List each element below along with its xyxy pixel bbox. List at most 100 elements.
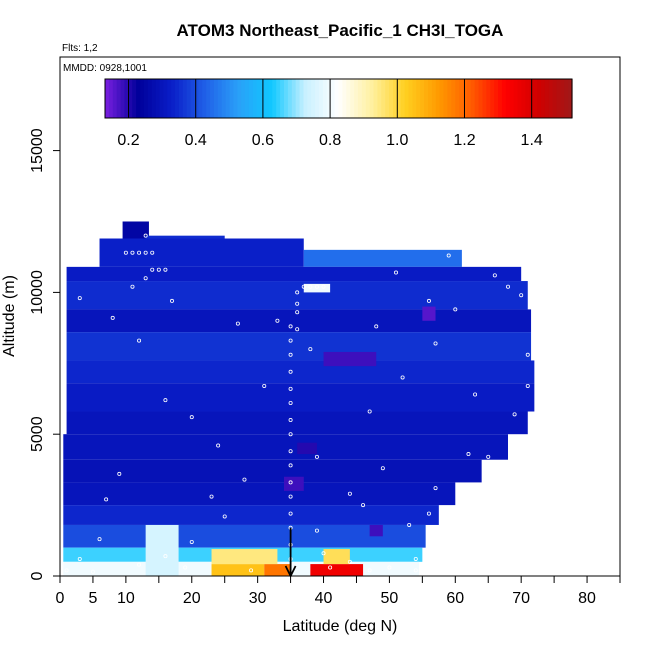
- colorbar-segment: [354, 79, 359, 118]
- colorbar-segment: [124, 79, 129, 118]
- colorbar-segment: [303, 79, 308, 118]
- sample-point: [163, 398, 168, 403]
- sample-point: [163, 267, 168, 272]
- y-axis: 0 5000 10000 15000: [29, 128, 60, 580]
- colorbar-segment: [229, 79, 235, 118]
- plot-frame: [59, 56, 621, 577]
- colorbar-segment: [552, 79, 558, 118]
- colorbar-segment: [315, 79, 320, 118]
- x-tick-label: 20: [183, 590, 201, 607]
- heatmap-band: [63, 459, 482, 483]
- sample-point: [288, 324, 293, 329]
- sample-point: [275, 318, 280, 323]
- y-axis-label: Altitude (m): [1, 275, 18, 357]
- sample-point: [466, 452, 471, 457]
- colorbar-tick-label: 1.4: [521, 132, 543, 149]
- x-tick-label: 30: [249, 590, 267, 607]
- sample-point: [525, 352, 530, 357]
- sample-point: [295, 290, 300, 295]
- sample-point: [505, 284, 510, 289]
- colorbar-segment: [463, 79, 468, 118]
- colorbar-segment: [307, 79, 312, 118]
- colorbar-segment: [248, 79, 254, 118]
- colorbar-segment: [326, 79, 332, 118]
- colorbar-segment: [171, 79, 176, 118]
- colorbar-segment: [342, 79, 347, 118]
- sample-point: [288, 418, 293, 423]
- heatmap-band: [66, 266, 522, 282]
- colorbar-segment: [408, 79, 414, 118]
- y-tick-label: 0: [29, 571, 46, 580]
- colorbar-segment: [466, 79, 472, 118]
- y-tick-label: 10000: [29, 270, 46, 315]
- sample-point: [288, 449, 293, 454]
- sample-point: [519, 293, 524, 298]
- sample-point: [453, 307, 458, 312]
- x-tick-label: 40: [315, 590, 333, 607]
- heatmap-cell: [145, 524, 179, 576]
- colorbar-tick-label: 0.6: [252, 132, 274, 149]
- colorbar-tick-label: 0.4: [185, 132, 207, 149]
- colorbar-segment: [128, 79, 133, 118]
- colorbar-segment: [338, 79, 343, 118]
- sample-point: [130, 250, 135, 255]
- sample-point: [367, 409, 372, 414]
- sample-point: [367, 568, 372, 573]
- colorbar: 0.2 0.4 0.6 0.8 1.0 1.2 1.4: [104, 78, 573, 149]
- colorbar-segment: [291, 79, 297, 118]
- colorbar-segment: [357, 79, 363, 118]
- heatmap-band: [99, 238, 304, 267]
- x-tick-label: 0: [56, 590, 65, 607]
- sample-point: [288, 480, 293, 485]
- sample-point: [433, 486, 438, 491]
- x-tick-label: 5: [88, 590, 97, 607]
- sample-point: [216, 443, 221, 448]
- colorbar-segment: [373, 79, 379, 118]
- colorbar-segment: [533, 79, 538, 118]
- colorbar-segment: [513, 79, 519, 118]
- colorbar-segment: [175, 79, 180, 118]
- colorbar-segment: [389, 79, 394, 118]
- colorbar-segment: [544, 79, 550, 118]
- colorbar-segment: [560, 79, 565, 118]
- colorbar-segment: [428, 79, 433, 118]
- heatmap-cell: [310, 564, 364, 576]
- colorbar-segment: [385, 79, 390, 118]
- colorbar-segment: [105, 79, 110, 118]
- sample-point: [525, 383, 530, 388]
- colorbar-segment: [206, 79, 211, 118]
- heatmap-band: [66, 360, 535, 384]
- colorbar-segment: [252, 79, 258, 118]
- sample-point: [288, 352, 293, 357]
- heatmap-band: [66, 281, 528, 310]
- sample-point: [183, 565, 188, 570]
- sample-point: [288, 386, 293, 391]
- colorbar-tick-label: 0.2: [117, 132, 139, 149]
- flights-label: Flts: 1,2: [62, 43, 98, 54]
- colorbar-segment: [132, 79, 137, 118]
- colorbar-segment: [190, 79, 196, 118]
- colorbar-segment: [334, 79, 340, 118]
- colorbar-segment: [178, 79, 184, 118]
- y-tick-label: 15000: [29, 128, 46, 173]
- x-tick-label: 60: [446, 590, 464, 607]
- sample-point: [104, 497, 109, 502]
- colorbar-segment: [564, 79, 569, 118]
- sample-point: [150, 250, 155, 255]
- heatmap-cell: [284, 476, 304, 491]
- colorbar-segment: [225, 79, 231, 118]
- sample-point: [242, 477, 247, 482]
- colorbar-segment: [470, 79, 476, 118]
- sample-point: [314, 454, 319, 459]
- colorbar-segment: [455, 79, 460, 118]
- sample-point: [137, 562, 142, 567]
- colorbar-segment: [167, 79, 172, 118]
- sample-point: [288, 369, 293, 374]
- sample-point: [249, 568, 254, 573]
- colorbar-segment: [147, 79, 153, 118]
- colorbar-segment: [521, 79, 526, 118]
- colorbar-segment: [474, 79, 480, 118]
- colorbar-segment: [151, 79, 157, 118]
- colorbar-segment: [556, 79, 561, 118]
- colorbar-tick-label: 1.0: [386, 132, 408, 149]
